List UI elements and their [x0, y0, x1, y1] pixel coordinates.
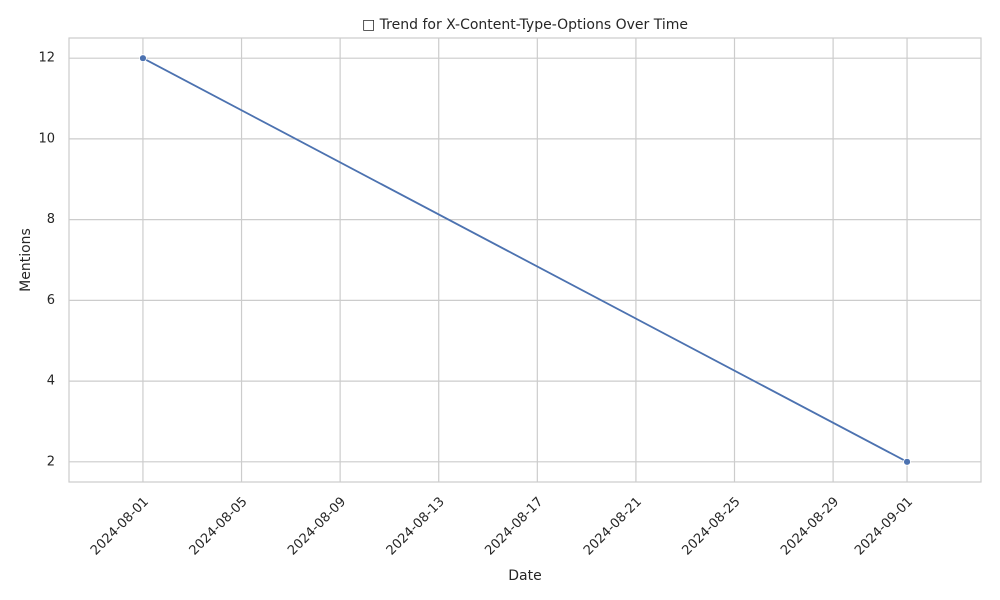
- y-axis-label: Mentions: [18, 228, 34, 292]
- chart-title: □ Trend for X-Content-Type-Options Over …: [362, 17, 688, 33]
- x-tick-label: 2024-08-17: [482, 494, 546, 558]
- x-tick-label: 2024-09-01: [852, 494, 916, 558]
- data-point: [139, 54, 147, 63]
- series-line: [142, 57, 908, 463]
- y-tick-label: 2: [47, 454, 55, 469]
- x-tick-label: 2024-08-29: [778, 494, 842, 558]
- x-tick-label: 2024-08-13: [384, 494, 448, 558]
- data-layer: [139, 54, 911, 466]
- x-tick-label: 2024-08-21: [581, 494, 645, 558]
- y-tick-label: 8: [47, 212, 55, 227]
- grid: [69, 38, 981, 482]
- y-tick-label: 6: [47, 293, 55, 308]
- x-tick-label: 2024-08-05: [187, 494, 251, 558]
- y-tick-label: 12: [38, 51, 55, 66]
- plot-frame: [68, 37, 982, 483]
- x-axis-label: Date: [508, 568, 541, 584]
- x-tick-label: 2024-08-25: [680, 494, 744, 558]
- y-tick-label: 4: [47, 374, 55, 389]
- x-tick-label: 2024-08-01: [88, 494, 152, 558]
- y-tick-labels: 2 4 6 8 10 12: [38, 51, 55, 470]
- y-tick-label: 10: [38, 131, 55, 146]
- x-tick-labels: 2024-08-01 2024-08-05 2024-08-09 2024-08-13…: [88, 494, 916, 558]
- data-point: [903, 457, 911, 466]
- x-tick-label: 2024-08-09: [285, 494, 349, 558]
